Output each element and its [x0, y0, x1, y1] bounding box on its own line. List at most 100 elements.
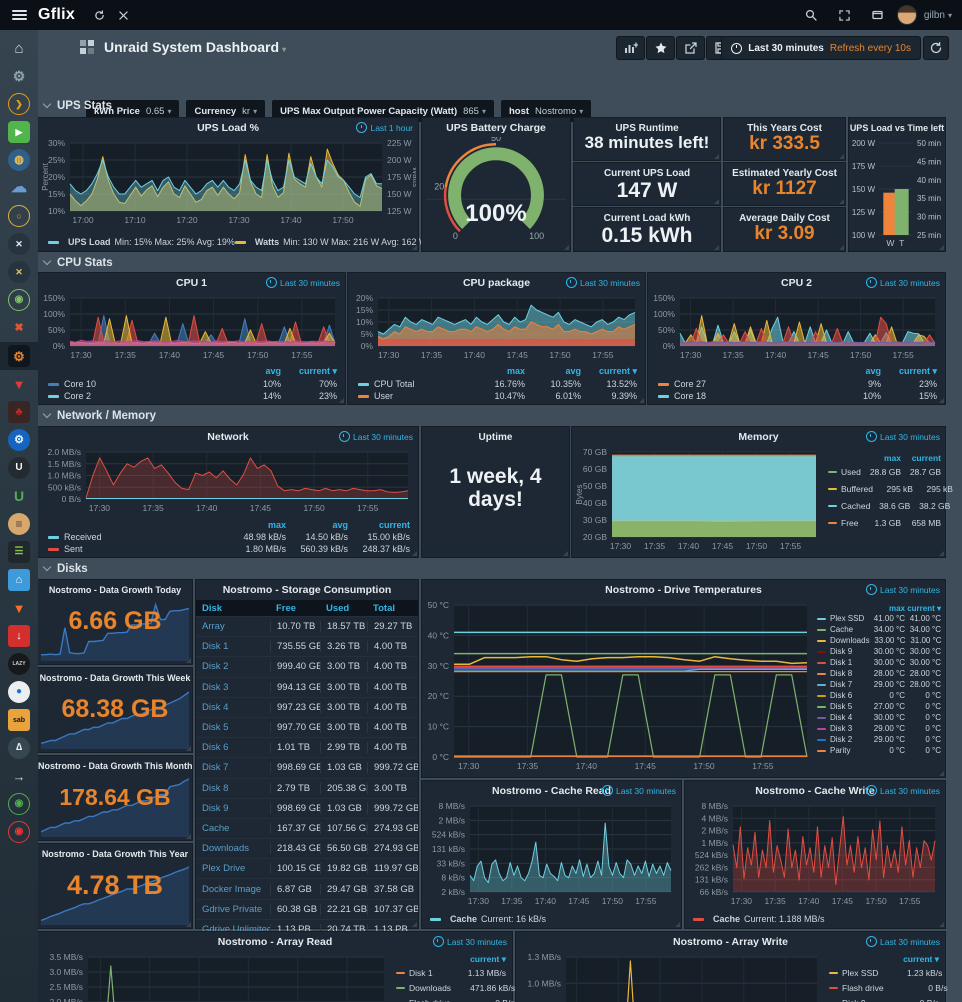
- shield-icon[interactable]: ▼: [12, 376, 26, 392]
- cloud-app-icon[interactable]: ☁: [11, 179, 27, 196]
- legend-label[interactable]: Disk 5: [830, 702, 853, 711]
- ubiquiti-icon[interactable]: U: [8, 457, 30, 479]
- download-app-icon[interactable]: ↓: [8, 625, 30, 647]
- ups-bar-chart[interactable]: 100 W 125 W 150 W 175 W 200 W 25 min 30 min 35 …: [851, 137, 943, 249]
- panel-title[interactable]: Nostromo - Array Write: [673, 936, 788, 948]
- legend-label[interactable]: Disk 8: [830, 669, 853, 678]
- legend-label[interactable]: Disk 9: [830, 647, 853, 656]
- column-header[interactable]: Used: [326, 602, 350, 614]
- legend-label[interactable]: Cache: [830, 625, 854, 634]
- disk-name[interactable]: Plex Drive: [202, 863, 246, 875]
- app-icon-5[interactable]: ⚙: [8, 429, 30, 451]
- add-panel-button[interactable]: [617, 37, 644, 59]
- legend-label[interactable]: Flash drive: [409, 998, 451, 1002]
- logout-icon[interactable]: →: [12, 768, 26, 784]
- heimdall-icon[interactable]: ⌂: [8, 569, 30, 591]
- close-icon[interactable]: [119, 10, 128, 20]
- panel-title[interactable]: UPS Load %: [197, 122, 259, 134]
- star-button[interactable]: [647, 37, 674, 59]
- disk-name[interactable]: Docker Image: [202, 883, 262, 895]
- disk-name[interactable]: Disk 3: [202, 681, 229, 693]
- organizr-icon[interactable]: ⚙: [8, 345, 30, 367]
- jackett-icon[interactable]: ∆: [8, 737, 30, 759]
- legend-label[interactable]: Disk 1: [409, 967, 433, 978]
- emby-icon[interactable]: ▶: [8, 121, 30, 143]
- panel-time-range[interactable]: Last 30 minutes: [565, 277, 640, 288]
- legend-label[interactable]: Plex SSD: [830, 614, 865, 623]
- cache-read-chart[interactable]: 2 kB/s 8 kB/s 33 kB/s 131 kB/s 524 kB/s 2 MB/…: [424, 800, 679, 908]
- legend-label[interactable]: Cache: [450, 914, 478, 924]
- plex-icon[interactable]: ❯: [8, 93, 30, 115]
- panel-title[interactable]: CPU 1: [176, 277, 207, 289]
- legend-label[interactable]: Disk 7: [830, 680, 853, 689]
- legend-label[interactable]: Disk 2: [830, 735, 853, 744]
- cpu-package-chart[interactable]: 0% 5% 10% 15% 20% 17:30 17:35 17:40 17:45 17:50 17…: [350, 292, 643, 362]
- legend-label[interactable]: Watts: [254, 237, 280, 247]
- cache-write-chart[interactable]: 66 kB/s 131 kB/s 262 kB/s 524 kB/s 1 MB/s 2 M…: [687, 800, 943, 908]
- app-icon-1[interactable]: ✕: [8, 233, 30, 255]
- panel-time-range[interactable]: Last 30 minutes: [865, 431, 940, 442]
- panel-time-range[interactable]: Last 30 minutes: [338, 431, 413, 442]
- legend-label[interactable]: Free: [841, 517, 859, 528]
- legend-label[interactable]: Disk 4: [830, 713, 853, 722]
- legend-label[interactable]: Sent: [64, 544, 83, 554]
- brand-logo[interactable]: Gflix: [38, 6, 76, 23]
- app-icon-6[interactable]: ☰: [8, 541, 30, 563]
- panel-title[interactable]: CPU 2: [781, 277, 812, 289]
- array-write-chart[interactable]: 0 B/s333 kB/s667 kB/s1.0 MB/s1.3 MB/s: [518, 951, 825, 1002]
- panel-title[interactable]: Nostromo - Storage Consumption: [222, 584, 392, 596]
- variable-dropdown[interactable]: host Nostromo: [500, 100, 592, 122]
- growth-week-sparkline[interactable]: [41, 686, 189, 749]
- disk-name[interactable]: Disk 1: [202, 641, 229, 653]
- battery-gauge[interactable]: 0 20 50 100 100%: [424, 137, 568, 249]
- deluge-icon[interactable]: ●: [8, 681, 30, 703]
- search-app-icon[interactable]: ○: [8, 205, 30, 227]
- window-icon[interactable]: [872, 10, 883, 20]
- section-network-memory[interactable]: Network / Memory: [44, 410, 156, 422]
- search-icon[interactable]: [805, 9, 817, 21]
- unifi-icon[interactable]: U: [13, 488, 25, 504]
- column-header[interactable]: Free: [276, 602, 297, 614]
- github-icon[interactable]: ◉: [8, 793, 30, 815]
- disk-name[interactable]: Gdrive Unlimited: [202, 923, 270, 935]
- column-header[interactable]: Disk: [202, 602, 223, 614]
- panel-time-range[interactable]: Last 30 minutes: [865, 936, 940, 947]
- app-icon-2[interactable]: ✕: [8, 261, 30, 283]
- dashboard-grid-icon[interactable]: [80, 40, 96, 56]
- dashboard-title[interactable]: Unraid System Dashboard: [104, 39, 286, 55]
- panel-title[interactable]: Nostromo - Drive Temperatures: [605, 584, 762, 596]
- disk-name[interactable]: Array: [202, 621, 225, 633]
- column-header[interactable]: Total: [373, 602, 395, 614]
- panel-title[interactable]: UPS Load vs Time left: [849, 123, 945, 133]
- disk-name[interactable]: Disk 9: [202, 802, 229, 814]
- panel-title[interactable]: UPS Battery Charge: [446, 122, 546, 134]
- refresh-icon[interactable]: [94, 9, 105, 21]
- growth-year-sparkline[interactable]: [41, 862, 189, 925]
- disk-name[interactable]: Disk 8: [202, 782, 229, 794]
- ups-load-chart[interactable]: 10% 15% 20% 25% 30% 125 W 150 W 175 W 200 W 225 W…: [40, 137, 416, 227]
- growth-month-sparkline[interactable]: [41, 774, 189, 837]
- lazylibrarian-icon[interactable]: LAZY: [8, 653, 30, 675]
- legend-label[interactable]: Plex SSD: [842, 967, 879, 978]
- avatar[interactable]: [897, 6, 916, 24]
- disk-name[interactable]: Disk 4: [202, 701, 229, 713]
- legend-label[interactable]: Disk 1: [830, 658, 853, 667]
- time-range-picker[interactable]: Last 30 minutes Refresh every 10s: [722, 37, 920, 59]
- panel-title[interactable]: Memory: [738, 431, 779, 443]
- username[interactable]: gilbn: [924, 10, 952, 21]
- radarr-icon[interactable]: ◉: [8, 289, 30, 311]
- tautulli-icon[interactable]: ◍: [8, 149, 30, 171]
- panel-title[interactable]: Network: [207, 431, 249, 443]
- panel-title[interactable]: Nostromo - Cache Read: [491, 785, 612, 797]
- panel-time-range[interactable]: Last 30 minutes: [865, 785, 940, 796]
- legend-label[interactable]: CPU Total: [374, 379, 415, 389]
- share-button[interactable]: [677, 37, 704, 59]
- legend-label[interactable]: UPS Load: [68, 237, 111, 247]
- legend-label[interactable]: Core 27: [674, 379, 707, 389]
- sabnzbd-icon[interactable]: sab: [8, 709, 30, 731]
- cpu2-chart[interactable]: 0% 50% 100% 150% 17:30 17:35 17:40 17:45 17:50 17…: [650, 292, 943, 362]
- legend-label[interactable]: Flash drive: [842, 982, 884, 993]
- legend-label[interactable]: Disk 9: [842, 998, 875, 1002]
- legend-label[interactable]: Core 2: [64, 391, 92, 401]
